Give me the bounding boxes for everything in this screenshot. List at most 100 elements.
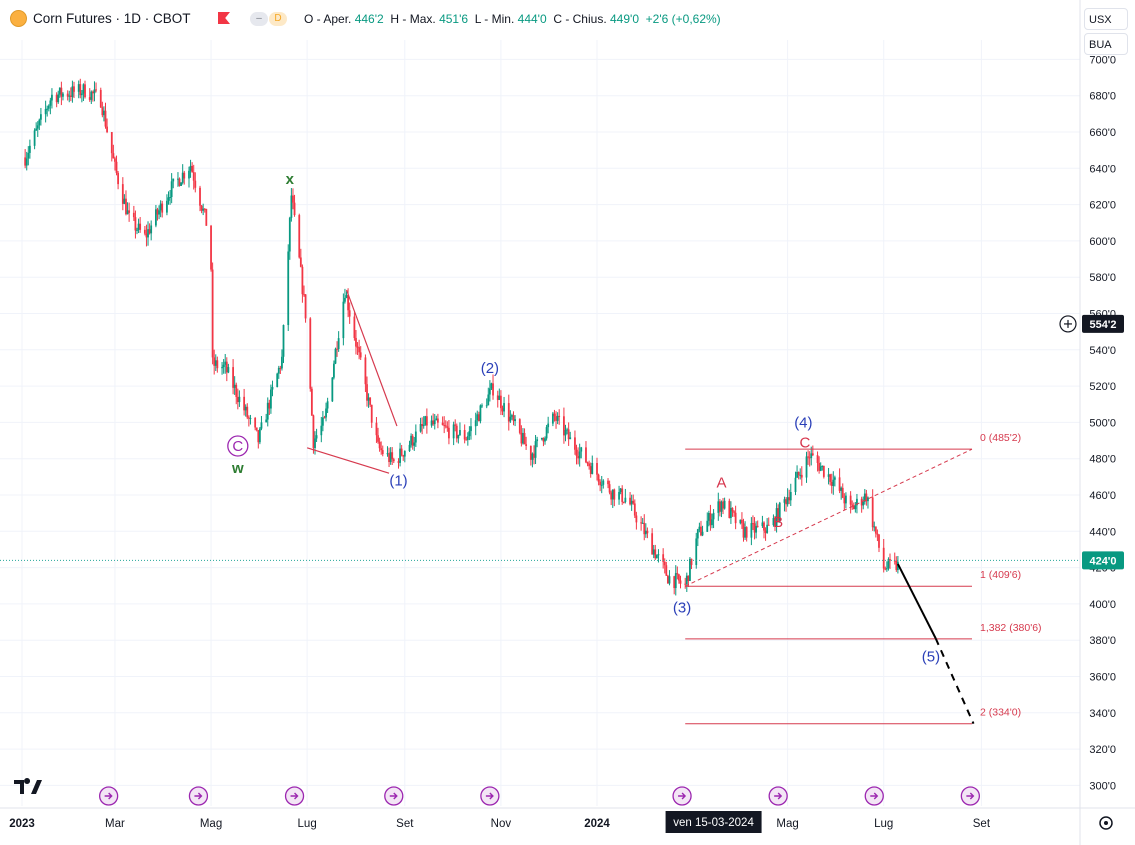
candle-body (279, 367, 282, 369)
candle-body (884, 568, 887, 570)
candle-body (419, 424, 422, 432)
trend-dashed-line[interactable] (685, 448, 973, 587)
candle-body (254, 418, 257, 428)
arrow-right-icon (966, 792, 975, 800)
candle-body (709, 513, 712, 526)
candle-body (730, 507, 732, 518)
candle-body (369, 397, 372, 405)
trend-line[interactable] (345, 289, 398, 427)
candle-body (498, 395, 501, 400)
candle-body (331, 377, 334, 402)
candle-body (232, 367, 234, 388)
y-tick-label: 360'0 (1089, 672, 1116, 684)
candle-body (534, 441, 537, 458)
candle-body (188, 170, 190, 179)
symbol-title[interactable]: Corn Futures · 1D · CBOT (33, 11, 191, 26)
candle-body (84, 84, 86, 98)
candle-body (818, 462, 821, 471)
candle-body (47, 105, 50, 109)
candle-body (257, 430, 260, 443)
candle-body (290, 195, 293, 218)
wave-label[interactable]: (3) (673, 600, 691, 617)
candle-body (663, 561, 666, 566)
candle-body (600, 484, 603, 486)
candle-body (756, 525, 759, 527)
delay-badge[interactable]: D (269, 12, 287, 26)
high-value: 451'6 (439, 12, 469, 26)
candle-body (255, 427, 258, 431)
wave-label[interactable]: (4) (794, 414, 812, 431)
candle-body (244, 406, 247, 411)
candle-body (662, 554, 665, 562)
currency-button[interactable]: USX (1084, 8, 1128, 30)
flag-icon[interactable] (218, 12, 230, 24)
fib-level-label: 1 (409'6) (980, 569, 1021, 581)
candle-body (685, 575, 688, 585)
x-tick-label: Set (396, 818, 414, 830)
visibility-icon[interactable]: – (250, 12, 268, 26)
candle-body (38, 119, 41, 126)
trend-line[interactable] (306, 447, 390, 474)
candle-body (414, 431, 417, 443)
wave-label[interactable]: C (800, 434, 811, 451)
candle-body (334, 348, 337, 364)
candle-body (410, 435, 413, 445)
candle-body (359, 352, 362, 358)
candle-body (518, 419, 521, 433)
x-tick-label: Lug (874, 818, 893, 830)
y-tick-label: 500'0 (1089, 417, 1116, 429)
y-tick-label: 320'0 (1089, 744, 1116, 756)
fib-level-label: 2 (334'0) (980, 707, 1021, 719)
wave-label[interactable]: (1) (389, 472, 407, 489)
candle-body (744, 527, 746, 538)
candle-body (523, 432, 526, 445)
tradingview-logo-icon[interactable] (14, 778, 42, 794)
candle-body (282, 325, 285, 357)
candle-body (287, 251, 290, 326)
candle-body (678, 574, 680, 581)
wave-label[interactable]: B (773, 514, 783, 531)
unit-button[interactable]: BUA (1084, 33, 1128, 55)
y-tick-label: 540'0 (1089, 345, 1116, 357)
wave-label[interactable]: x (286, 171, 295, 188)
ohlc-values: O - Aper. 446'2 H - Max. 451'6 L - Min. … (304, 12, 721, 26)
candle-body (840, 487, 843, 491)
arrow-right-icon (678, 792, 687, 800)
settings-gear-icon[interactable] (1099, 816, 1113, 830)
candle-body (104, 110, 107, 127)
candle-body (337, 338, 340, 350)
y-tick-label: 660'0 (1089, 127, 1116, 139)
symbol-icon[interactable] (10, 10, 27, 27)
wave-label[interactable]: (2) (481, 360, 499, 377)
wave-label[interactable]: C (232, 438, 243, 455)
y-tick-label: 480'0 (1089, 454, 1116, 466)
candle-body (386, 453, 389, 455)
candle-body (764, 530, 767, 533)
projection-line-dashed[interactable] (934, 637, 975, 725)
candle-body (556, 415, 559, 421)
candle-body (873, 526, 876, 528)
candle-body (766, 524, 769, 533)
candle-body (507, 403, 510, 422)
candle-body (547, 423, 550, 428)
candle-body (551, 413, 554, 424)
candle-body (167, 197, 170, 201)
candle-body (838, 477, 841, 491)
candle-body (435, 418, 438, 421)
arrow-right-icon (774, 792, 783, 800)
candle-body (55, 94, 58, 103)
candle-body (544, 438, 546, 442)
candle-body (635, 515, 638, 523)
wave-label[interactable]: A (716, 474, 726, 491)
projection-line[interactable] (896, 563, 937, 639)
candle-body (421, 424, 424, 427)
candle-body (613, 489, 616, 500)
candle-body (320, 425, 323, 436)
wave-label[interactable]: w (231, 460, 244, 477)
candle-body (468, 431, 471, 437)
low-value: 444'0 (517, 12, 547, 26)
candle-body (536, 439, 539, 442)
wave-label[interactable]: (5) (922, 649, 940, 666)
candle-body (607, 480, 609, 485)
